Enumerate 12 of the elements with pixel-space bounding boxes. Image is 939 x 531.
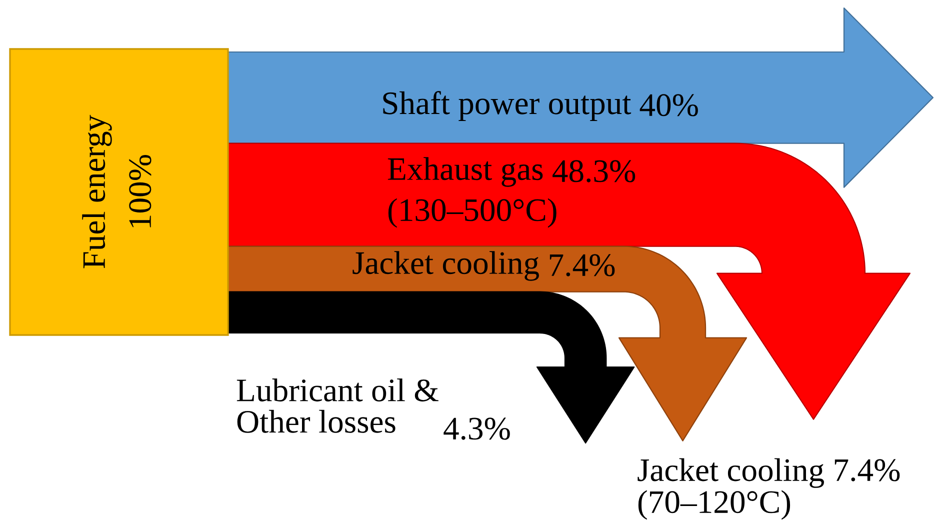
data-label: 48.3% bbox=[552, 160, 636, 182]
data-label: 40% bbox=[640, 94, 698, 116]
category-label: Jacket cooling bbox=[352, 251, 539, 281]
data-label: 100% bbox=[129, 155, 152, 228]
category-label: Exhaust gas bbox=[388, 157, 543, 187]
category-label: Lubricant oil & Other losses bbox=[236, 378, 438, 433]
category-label: Fuel energy bbox=[82, 114, 112, 268]
text: Jacket cooling 7.4% (70–120°C) bbox=[638, 458, 900, 520]
data-label: 7.4% bbox=[550, 254, 615, 276]
text: (130–500°C) bbox=[388, 198, 556, 228]
category-label: Shaft power output bbox=[383, 91, 632, 121]
data-label: 4.3% bbox=[444, 418, 510, 440]
